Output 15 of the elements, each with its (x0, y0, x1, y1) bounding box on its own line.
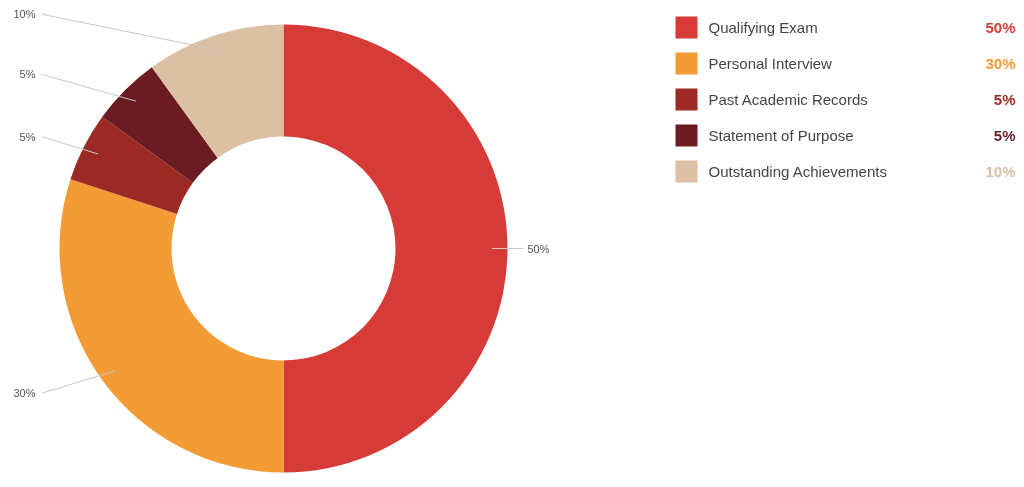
legend-label: Past Academic Records (708, 91, 868, 108)
text: 5% (993, 127, 1016, 144)
text: 5% (993, 91, 1016, 108)
text: 10% (985, 163, 1016, 180)
data-label: 50% (527, 242, 550, 255)
legend-label: Personal Interview (708, 55, 833, 72)
data-label: 5% (19, 68, 36, 81)
legend-label: Outstanding Achievements (708, 163, 887, 180)
legend-label: Qualifying Exam (708, 19, 818, 36)
data-label: 10% (13, 8, 36, 21)
text: 50% (985, 19, 1016, 36)
legend-label: Statement of Purpose (708, 127, 854, 144)
data-label: 30% (13, 387, 36, 400)
text: 30% (985, 55, 1016, 72)
data-label: 5% (19, 130, 36, 143)
